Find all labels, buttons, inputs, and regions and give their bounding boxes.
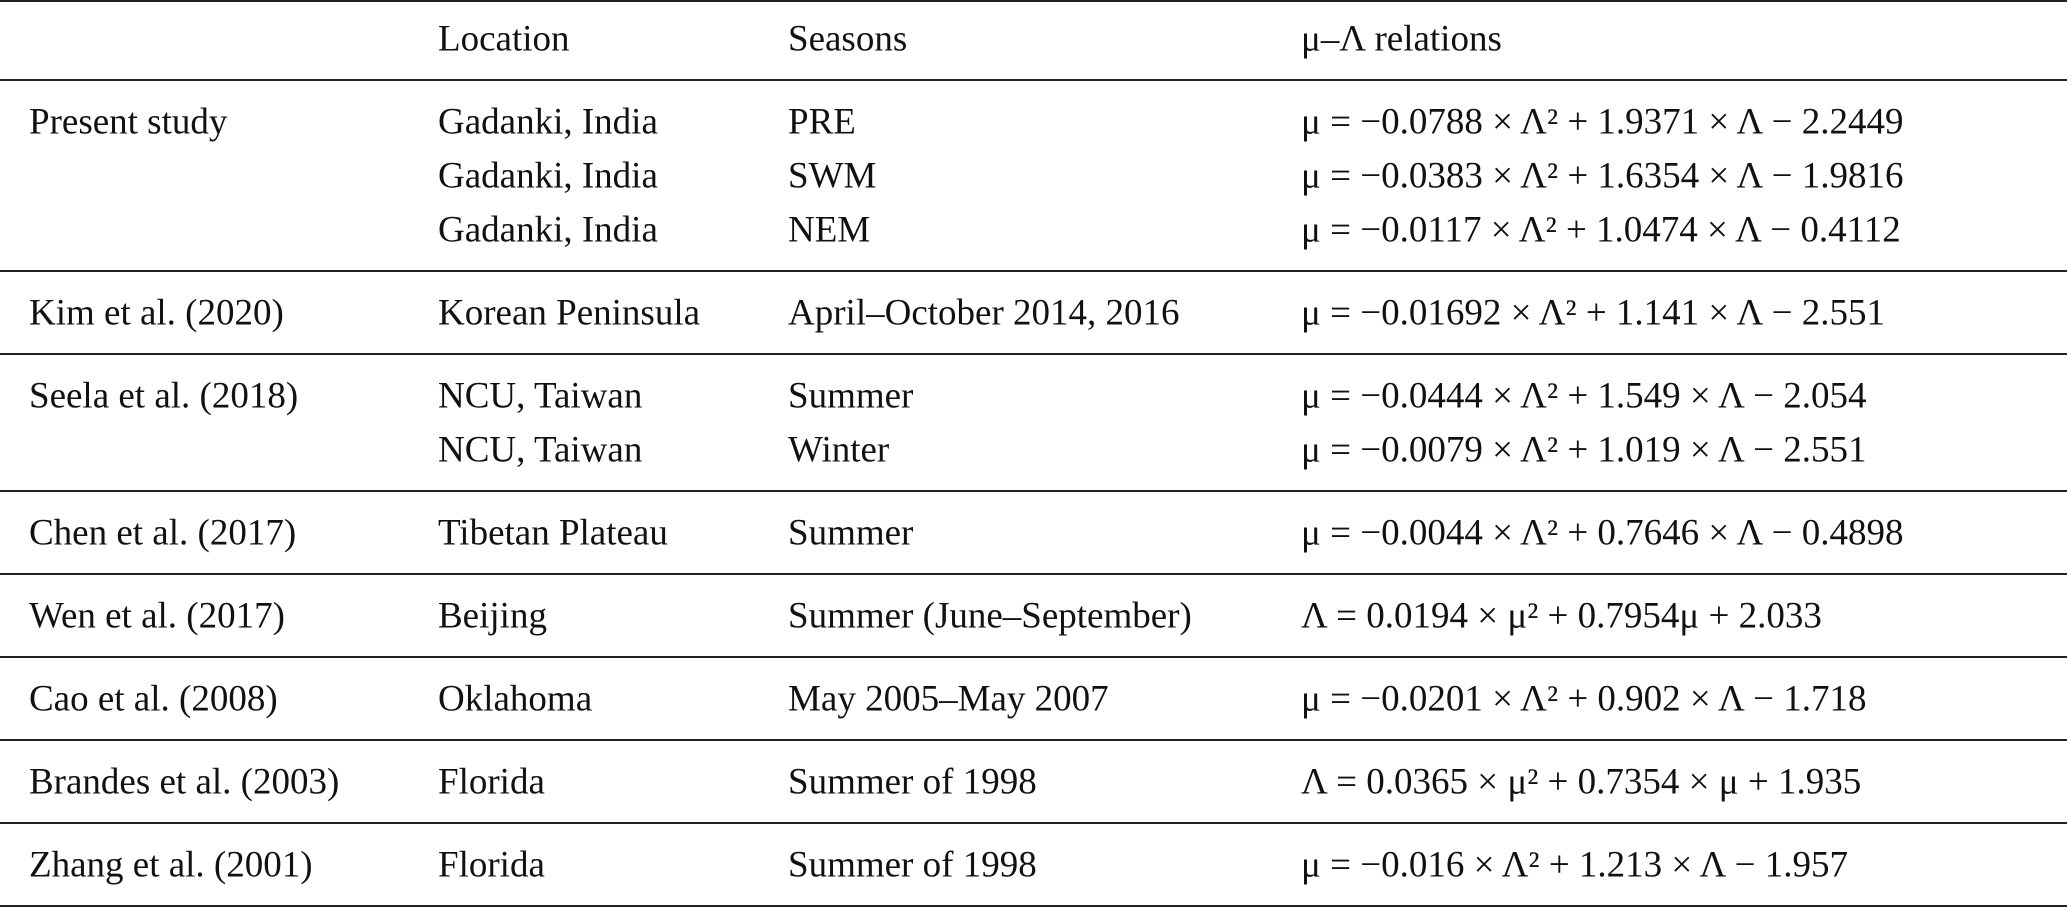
study-cell: Seela et al. (2018) [29,375,299,416]
header-cell: μ–Λ relations [1301,18,1502,60]
season-cell: Summer (June–September) [788,595,1192,636]
season-cell: April–October 2014, 2016 [788,292,1180,333]
rule [0,822,2067,824]
relation-cell: Λ = 0.0194 × μ² + 0.7954μ + 2.033 [1301,595,1822,636]
rule [0,490,2067,492]
relation-cell: μ = −0.0383 × Λ² + 1.6354 × Λ − 1.9816 [1301,155,1904,196]
study-cell: Chen et al. (2017) [29,512,297,553]
location-cell: Gadanki, India [438,155,658,196]
rule [0,353,2067,355]
study-cell: Brandes et al. (2003) [29,761,340,802]
season-cell: NEM [788,209,871,250]
season-cell: Summer [788,512,914,553]
study-cell: Wen et al. (2017) [29,595,285,636]
season-cell: SWM [788,155,877,196]
relation-cell: μ = −0.01692 × Λ² + 1.141 × Λ − 2.551 [1301,292,1885,333]
location-cell: Oklahoma [438,678,593,719]
location-cell: Florida [438,761,545,802]
location-cell: NCU, Taiwan [438,375,643,416]
season-cell: May 2005–May 2007 [788,678,1109,719]
rule [0,739,2067,741]
relation-cell: μ = −0.016 × Λ² + 1.213 × Λ − 1.957 [1301,844,1848,885]
season-cell: Winter [788,429,890,470]
location-cell: Gadanki, India [438,101,658,142]
study-cell: Kim et al. (2020) [29,292,284,333]
relation-cell: μ = −0.0079 × Λ² + 1.019 × Λ − 2.551 [1301,429,1867,470]
relation-cell: Λ = 0.0365 × μ² + 0.7354 × μ + 1.935 [1301,761,1862,802]
header-cell: Location [438,18,570,60]
location-cell: Florida [438,844,545,885]
rule [0,905,2067,907]
relation-cell: μ = −0.0444 × Λ² + 1.549 × Λ − 2.054 [1301,375,1867,416]
season-cell: PRE [788,101,856,142]
location-cell: Tibetan Plateau [438,512,668,553]
relation-cell: μ = −0.0117 × Λ² + 1.0474 × Λ − 0.4112 [1301,209,1901,250]
study-cell: Zhang et al. (2001) [29,844,313,885]
rule [0,79,2067,81]
season-cell: Summer [788,375,914,416]
header-cell: Seasons [788,18,908,60]
relation-cell: μ = −0.0044 × Λ² + 0.7646 × Λ − 0.4898 [1301,512,1904,553]
study-cell: Cao et al. (2008) [29,678,278,719]
study-cell: Present study [29,101,228,142]
rule [0,0,2067,2]
relation-cell: μ = −0.0788 × Λ² + 1.9371 × Λ − 2.2449 [1301,101,1904,142]
location-cell: NCU, Taiwan [438,429,643,470]
season-cell: Summer of 1998 [788,761,1037,802]
rule [0,270,2067,272]
location-cell: Korean Peninsula [438,292,701,333]
rule [0,573,2067,575]
location-cell: Gadanki, India [438,209,658,250]
location-cell: Beijing [438,595,547,636]
relation-cell: μ = −0.0201 × Λ² + 0.902 × Λ − 1.718 [1301,678,1867,719]
season-cell: Summer of 1998 [788,844,1037,885]
rule [0,656,2067,658]
